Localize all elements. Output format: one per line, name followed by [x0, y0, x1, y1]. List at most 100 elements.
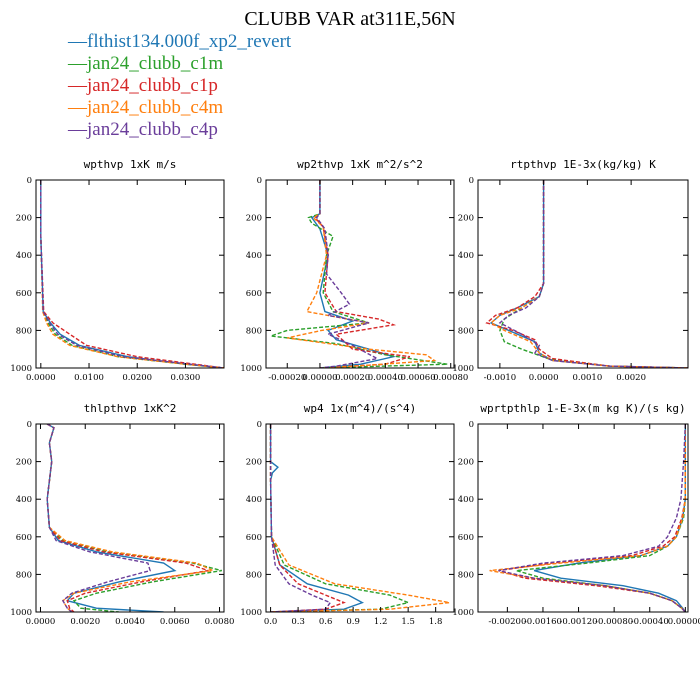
y-tick-label: 1000 — [452, 364, 474, 374]
panel-title: wpthvp 1xK m/s — [84, 158, 177, 171]
y-tick-label: 400 — [246, 495, 262, 505]
plot-frame — [265, 423, 455, 613]
x-tick-label: 0.00080 — [433, 373, 468, 383]
x-tick-label: 1.5 — [401, 617, 415, 627]
plot-frame — [265, 179, 455, 369]
y-tick-label: 0 — [257, 420, 262, 430]
legend-label: jan24_clubb_c4p — [87, 119, 218, 140]
y-tick-label: 1000 — [240, 364, 262, 374]
legend-item: —jan24_clubb_c1p — [68, 75, 291, 97]
series-line — [269, 424, 332, 612]
x-tick-label: 0.00000 — [668, 617, 700, 627]
x-tick-label: 0.9 — [346, 617, 360, 627]
y-tick-label: 400 — [246, 251, 262, 261]
x-tick-label: 0.0060 — [160, 617, 190, 627]
x-tick-label: 0.0020 — [616, 373, 646, 383]
x-tick-label: 0.0020 — [70, 617, 100, 627]
series-line — [533, 424, 686, 612]
x-tick-label: 0.0000 — [529, 373, 559, 383]
x-tick-label: -0.00080 — [595, 617, 633, 627]
series-line — [499, 180, 688, 368]
y-tick-label: 800 — [458, 326, 474, 336]
y-tick-label: 200 — [246, 458, 262, 468]
series-line — [46, 424, 177, 612]
series-group — [485, 180, 688, 368]
page-title: CLUBB VAR at311E,56N — [244, 8, 456, 30]
series-group — [46, 424, 222, 612]
x-tick-label: 0.00000 — [302, 373, 337, 383]
y-tick-label: 0 — [257, 176, 262, 186]
y-tick-label: 600 — [246, 533, 262, 543]
series-line — [489, 180, 688, 368]
y-tick-label: 800 — [246, 570, 262, 580]
x-tick-label: 0.00020 — [335, 373, 370, 383]
y-tick-label: 600 — [16, 533, 32, 543]
y-tick-label: 600 — [458, 289, 474, 299]
y-tick-label: 800 — [16, 570, 32, 580]
y-tick-label: 600 — [246, 289, 262, 299]
x-tick-label: -0.00040 — [631, 617, 669, 627]
series-line — [489, 180, 688, 368]
x-tick-label: 0.0000 — [26, 617, 56, 627]
legend-label: flthist134.000f_xp2_revert — [87, 31, 292, 52]
plot-frame — [35, 179, 225, 369]
series-group — [489, 424, 686, 612]
y-tick-label: 800 — [246, 326, 262, 336]
y-tick-label: 0 — [469, 420, 474, 430]
panel-title: wp4 1x(m^4)/(s^4) — [304, 402, 417, 415]
y-tick-label: 800 — [458, 570, 474, 580]
x-tick-label: 0.0040 — [115, 617, 145, 627]
x-tick-label: 0.0010 — [573, 373, 603, 383]
series-line — [516, 424, 686, 612]
series-group — [40, 180, 224, 368]
y-tick-label: 1000 — [240, 608, 262, 618]
panel-title: wprtpthlp 1-E-3x(m kg K)/(s kg) — [480, 402, 685, 415]
y-tick-label: 0 — [469, 176, 474, 186]
series-line — [498, 180, 688, 368]
y-tick-label: 200 — [458, 214, 474, 224]
series-line — [313, 180, 411, 368]
plot-frame — [477, 179, 689, 369]
x-tick-label: 0.0080 — [205, 617, 235, 627]
series-line — [46, 424, 151, 612]
chart-panel: rtpthvp 1E-3x(kg/kg) K 0 200 400 600 800 1000-… — [452, 158, 689, 383]
series-group — [270, 180, 448, 368]
chart-panel: wprtpthlp 1-E-3x(m kg K)/(s kg) 0 200 400 60… — [452, 402, 700, 627]
series-line — [498, 424, 686, 612]
x-tick-label: -0.00020 — [268, 373, 306, 383]
x-tick-label: 0.0300 — [171, 373, 201, 383]
x-tick-label: -0.00200 — [488, 617, 526, 627]
panel-title: rtpthvp 1E-3x(kg/kg) K — [510, 158, 656, 171]
legend-label: jan24_clubb_c4m — [87, 97, 224, 118]
x-tick-label: 1.8 — [429, 617, 443, 627]
series-line — [40, 180, 224, 368]
series-line — [315, 180, 380, 368]
panel-title: wp2thvp 1xK m^2/s^2 — [297, 158, 423, 171]
y-tick-label: 1000 — [10, 364, 32, 374]
legend-label: jan24_clubb_c1p — [87, 75, 218, 96]
y-tick-label: 1000 — [452, 608, 474, 618]
y-tick-label: 200 — [16, 214, 32, 224]
x-tick-label: 0.0100 — [74, 373, 104, 383]
y-tick-label: 0 — [27, 176, 32, 186]
x-tick-label: 0.00040 — [368, 373, 403, 383]
x-tick-label: -0.0010 — [484, 373, 517, 383]
plot-frame — [477, 423, 689, 613]
x-tick-label: 0.3 — [291, 617, 305, 627]
x-tick-label: -0.00120 — [560, 617, 598, 627]
panel-title: thlpthvp 1xK^2 — [84, 402, 177, 415]
legend-item: —jan24_clubb_c4m — [68, 97, 291, 119]
x-tick-label: 0.0000 — [26, 373, 56, 383]
series-line — [269, 424, 365, 612]
y-tick-label: 0 — [27, 420, 32, 430]
y-tick-label: 400 — [458, 251, 474, 261]
x-tick-label: 0.00060 — [400, 373, 435, 383]
legend-label: jan24_clubb_c1m — [87, 53, 224, 74]
x-tick-label: 0.6 — [319, 617, 333, 627]
series-line — [46, 424, 209, 612]
y-tick-label: 600 — [458, 533, 474, 543]
